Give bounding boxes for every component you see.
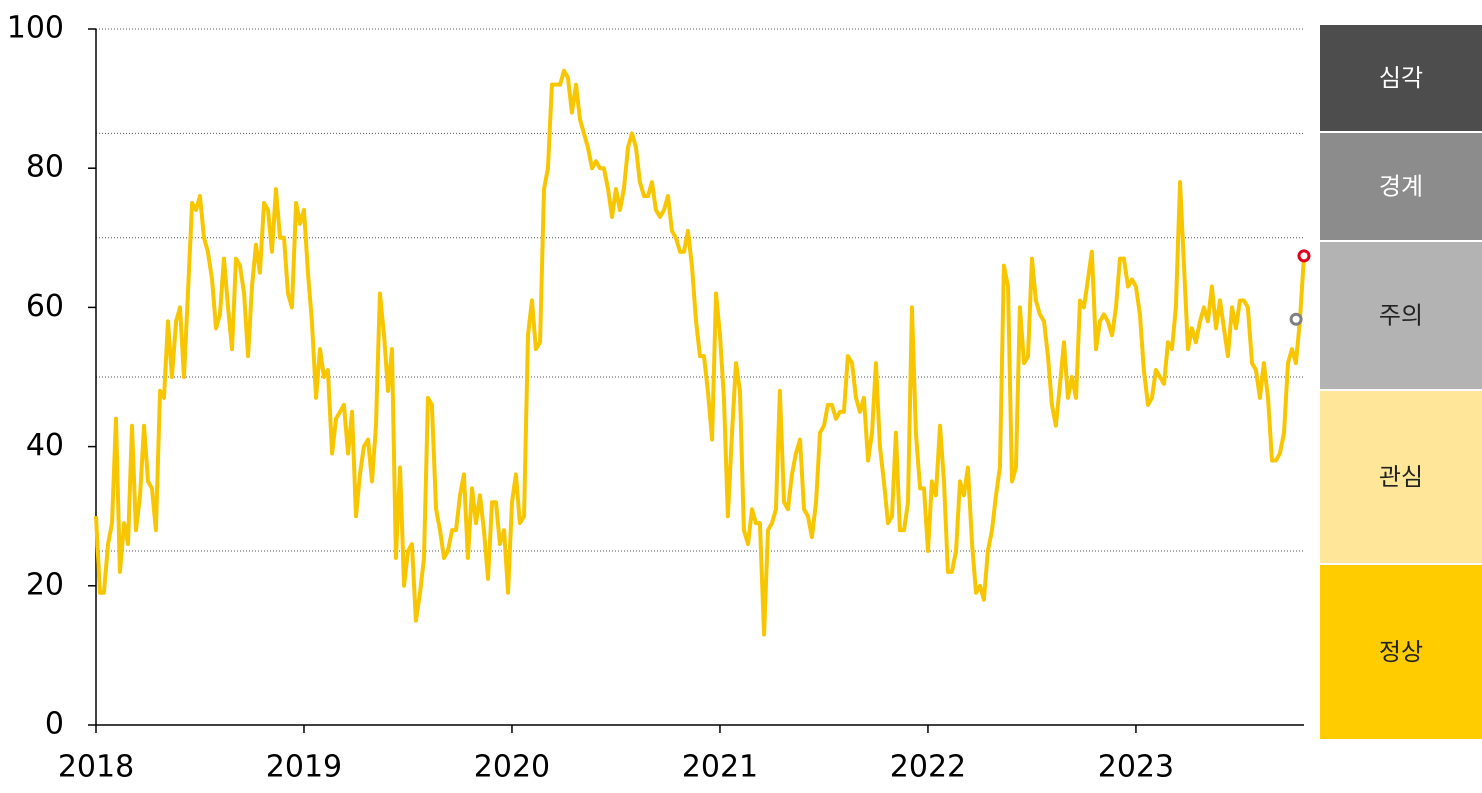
y-tick-label: 20	[26, 567, 64, 602]
x-tick-label: 2019	[266, 750, 342, 785]
marker	[1297, 249, 1311, 263]
zone-band	[1320, 25, 1482, 131]
zone-band	[1320, 391, 1482, 563]
y-tick-label: 80	[26, 150, 64, 185]
zone-label: 경계	[1379, 173, 1423, 201]
zone-band	[1320, 565, 1482, 739]
zone-label: 정상	[1379, 638, 1423, 666]
marker	[1289, 312, 1303, 326]
zone-label: 관심	[1379, 463, 1423, 491]
y-tick-label: 60	[26, 289, 64, 324]
x-tick-label: 2022	[890, 750, 966, 785]
x-tick-label: 2021	[682, 750, 758, 785]
y-tick-label: 0	[45, 707, 64, 742]
zone-band	[1320, 242, 1482, 389]
y-tick-label: 100	[7, 11, 64, 46]
x-tick-label: 2020	[474, 750, 550, 785]
y-tick-label: 40	[26, 428, 64, 463]
zone-label: 심각	[1379, 64, 1423, 92]
x-tick-label: 2023	[1098, 750, 1174, 785]
data-line	[94, 68, 1306, 637]
x-tick-label: 2018	[58, 750, 134, 785]
zone-band	[1320, 133, 1482, 240]
zone-label: 주의	[1379, 302, 1423, 330]
